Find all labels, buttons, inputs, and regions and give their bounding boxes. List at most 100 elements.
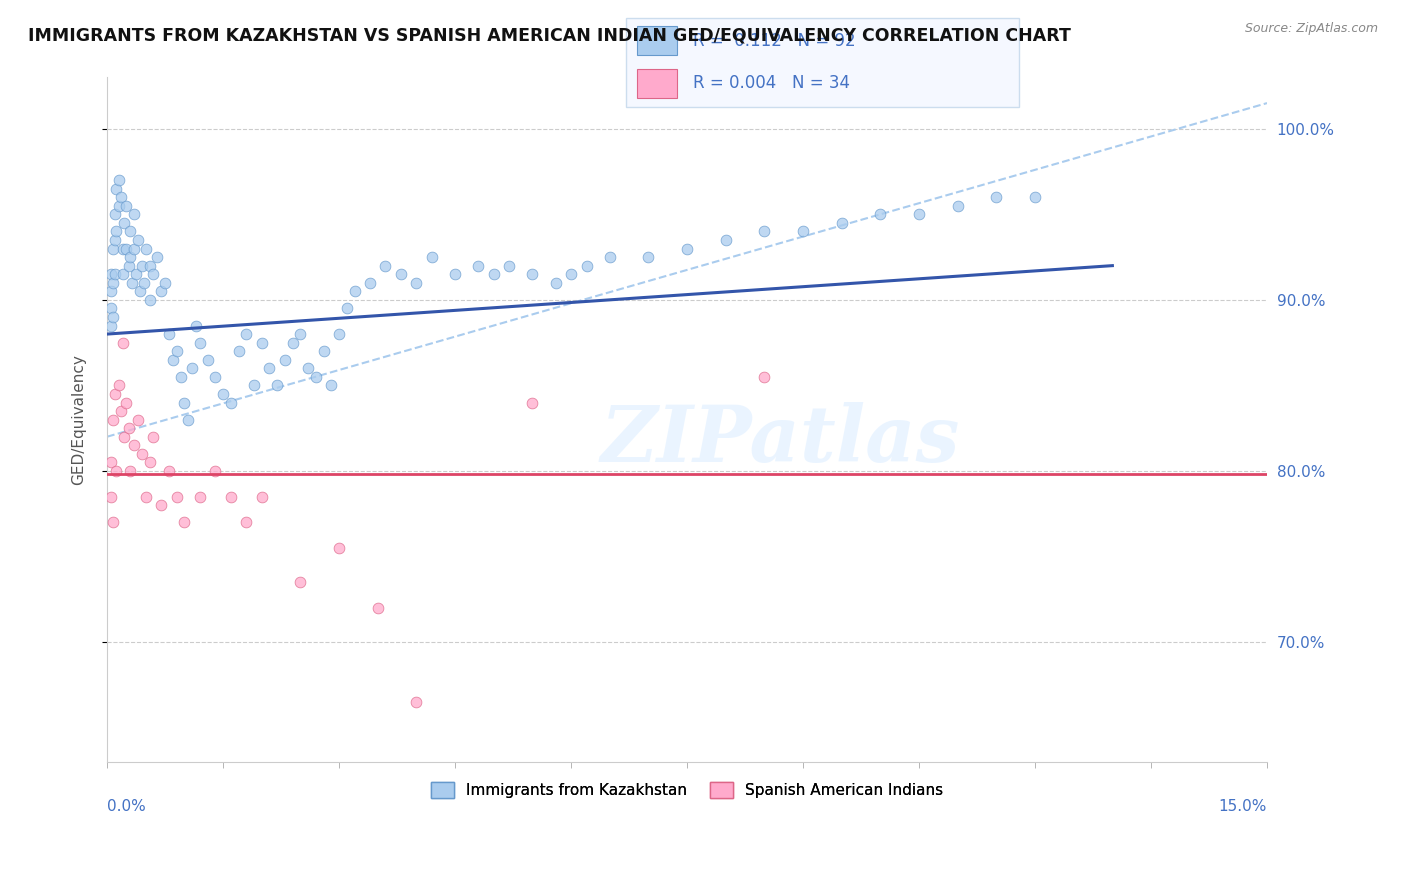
Point — [212, 387, 235, 401]
Point — [297, 361, 319, 376]
Point — [100, 267, 122, 281]
Point — [115, 199, 138, 213]
Point — [120, 464, 142, 478]
Text: IMMIGRANTS FROM KAZAKHSTAN VS SPANISH AMERICAN INDIAN GED/EQUIVALENCY CORRELATIO: IMMIGRANTS FROM KAZAKHSTAN VS SPANISH AM… — [28, 27, 1071, 45]
Point — [112, 430, 135, 444]
Point — [100, 301, 122, 316]
Point — [637, 250, 659, 264]
Point — [100, 285, 122, 299]
Point — [153, 276, 176, 290]
Point — [107, 378, 129, 392]
Point — [869, 207, 891, 221]
Point — [103, 242, 125, 256]
Point — [169, 369, 191, 384]
Point — [290, 575, 312, 590]
Point — [138, 455, 160, 469]
Point — [104, 233, 127, 247]
Point — [986, 190, 1008, 204]
Point — [138, 293, 160, 307]
Point — [754, 369, 776, 384]
Point — [204, 464, 226, 478]
Point — [127, 233, 149, 247]
Point — [405, 695, 427, 709]
Point — [125, 267, 148, 281]
Point — [112, 216, 135, 230]
Point — [177, 412, 200, 426]
Point — [444, 267, 467, 281]
Point — [274, 352, 297, 367]
Point — [305, 369, 328, 384]
Point — [266, 378, 288, 392]
Point — [138, 259, 160, 273]
Point — [150, 498, 173, 512]
Point — [162, 352, 184, 367]
Point — [157, 327, 180, 342]
Point — [420, 250, 443, 264]
Point — [100, 490, 122, 504]
Point — [100, 455, 122, 469]
Point — [219, 490, 242, 504]
Point — [100, 318, 122, 333]
Point — [146, 250, 169, 264]
Point — [204, 369, 226, 384]
Point — [522, 267, 544, 281]
Text: 0.0%: 0.0% — [107, 799, 146, 814]
Point — [281, 335, 304, 350]
Point — [235, 327, 257, 342]
Point — [173, 395, 195, 409]
Point — [259, 361, 281, 376]
FancyBboxPatch shape — [626, 18, 1019, 107]
Point — [792, 224, 814, 238]
FancyBboxPatch shape — [637, 69, 676, 98]
Point — [103, 515, 125, 529]
Point — [1024, 190, 1046, 204]
Point — [243, 378, 266, 392]
FancyBboxPatch shape — [637, 26, 676, 55]
Point — [118, 259, 141, 273]
Point — [498, 259, 520, 273]
Point — [103, 412, 125, 426]
Point — [103, 310, 125, 324]
Point — [374, 259, 396, 273]
Point — [122, 207, 145, 221]
Point — [135, 242, 157, 256]
Text: ZIPatlas: ZIPatlas — [600, 402, 959, 478]
Point — [142, 430, 165, 444]
Point — [150, 285, 173, 299]
Point — [467, 259, 489, 273]
Point — [103, 276, 125, 290]
Point — [188, 490, 211, 504]
Point — [328, 327, 350, 342]
Point — [328, 541, 350, 555]
Point — [405, 276, 427, 290]
Point — [135, 490, 157, 504]
Point — [482, 267, 505, 281]
Point — [166, 490, 188, 504]
Point — [389, 267, 412, 281]
Point — [157, 464, 180, 478]
Point — [714, 233, 737, 247]
Y-axis label: GED/Equivalency: GED/Equivalency — [72, 354, 86, 485]
Point — [181, 361, 204, 376]
Point — [118, 421, 141, 435]
Text: 15.0%: 15.0% — [1219, 799, 1267, 814]
Point — [359, 276, 381, 290]
Point — [173, 515, 195, 529]
Point — [575, 259, 598, 273]
Point — [128, 285, 150, 299]
Point — [312, 344, 335, 359]
Point — [122, 242, 145, 256]
Point — [110, 190, 132, 204]
Point — [560, 267, 582, 281]
Point — [104, 387, 127, 401]
Point — [831, 216, 853, 230]
Point — [107, 173, 129, 187]
Text: R = 0.004   N = 34: R = 0.004 N = 34 — [693, 74, 849, 93]
Point — [105, 224, 128, 238]
Point — [908, 207, 931, 221]
Point — [321, 378, 343, 392]
Point — [122, 438, 145, 452]
Point — [336, 301, 359, 316]
Point — [290, 327, 312, 342]
Point — [343, 285, 366, 299]
